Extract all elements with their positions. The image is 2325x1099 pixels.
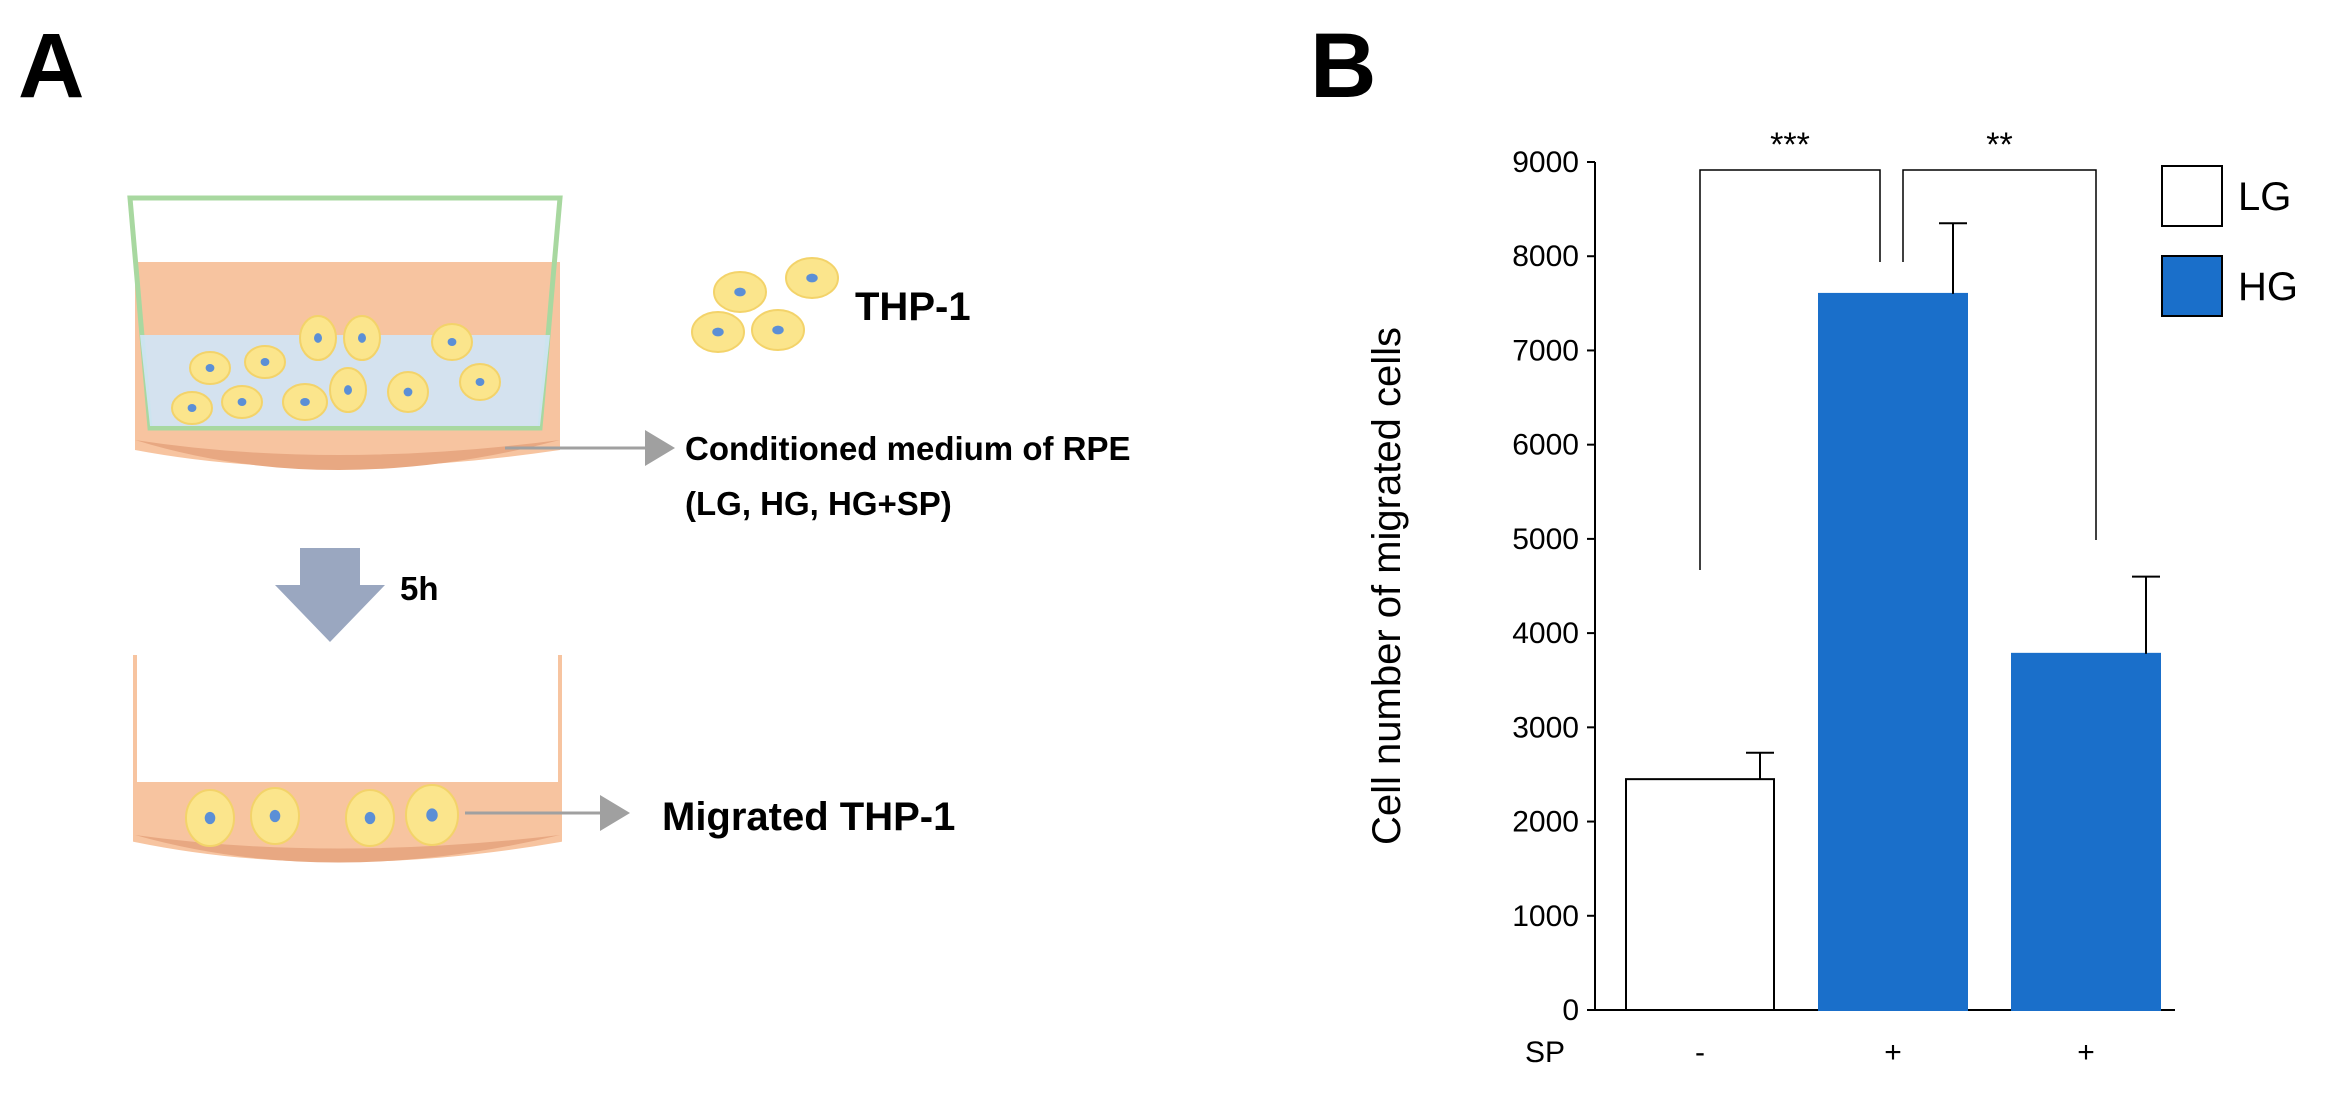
bar-lg [1625, 778, 1775, 1012]
x-category-label: - [1695, 1036, 1705, 1069]
thp1-legend-cells [691, 257, 839, 353]
lower-dish-base [135, 835, 560, 863]
insert-cells [171, 315, 501, 425]
thp1-label: THP-1 [855, 285, 971, 329]
upper-dish-base [135, 440, 560, 470]
migrated-label: Migrated THP-1 [662, 795, 955, 839]
insert-cell [459, 363, 501, 401]
bar-hg [2011, 652, 2161, 1012]
y-tick-label: 4000 [1512, 617, 1579, 650]
migration-assay-diagram: THP-1 Conditioned medium of RPE (LG, HG,… [127, 195, 1130, 863]
insert-cell [431, 323, 473, 361]
significance-bracket [1699, 169, 1881, 570]
y-tick-label: 7000 [1512, 334, 1579, 367]
legend-label: LG [2238, 175, 2291, 219]
significance-bracket [1902, 169, 2097, 540]
x-row-label: SP [1525, 1036, 1565, 1069]
insert-cell [221, 385, 263, 419]
y-tick-label: 9000 [1512, 146, 1579, 179]
y-tick-label: 1000 [1512, 900, 1579, 933]
chart-axes: 0 1000 2000 3000 4000 5000 6000 7000 8000 9000 [1512, 146, 2175, 1027]
chart-legend: LG HG [2161, 165, 2298, 317]
chart-bars: - + + SP [1525, 222, 2161, 1069]
migrated-cell [345, 789, 395, 847]
legend-swatch-lg [2161, 165, 2223, 227]
panel-letter-a: A [18, 15, 85, 117]
y-tick-label: 8000 [1512, 240, 1579, 273]
y-tick-label: 5000 [1512, 523, 1579, 556]
thp1-cell [691, 311, 745, 353]
insert-cell [189, 351, 231, 385]
y-tick-label: 6000 [1512, 429, 1579, 462]
panel-letter-b: B [1310, 15, 1377, 117]
thp1-cell [785, 257, 839, 299]
y-tick-label: 3000 [1512, 711, 1579, 744]
migrated-cell [185, 789, 235, 847]
time-down-arrow [275, 548, 385, 642]
migrated-arrow-head [600, 795, 630, 831]
insert-cell [387, 371, 429, 413]
y-axis-label: Cell number of migrated cells [1365, 327, 1409, 845]
x-category-label: + [1884, 1036, 1902, 1069]
bar-hg [1818, 292, 1968, 1011]
insert-cell [329, 367, 367, 413]
insert-cell [282, 383, 328, 421]
significance-label: ** [1986, 126, 2012, 164]
conditioned-medium-label: Conditioned medium of RPE [685, 430, 1130, 467]
thp1-cell [713, 271, 767, 313]
x-category-label: + [2077, 1036, 2095, 1069]
insert-cell [244, 345, 286, 379]
bar-chart: 0 1000 2000 3000 4000 5000 6000 7000 8000 9000 - +… [1365, 126, 2298, 1069]
y-tick-label: 0 [1562, 994, 1579, 1027]
migrated-cell [250, 787, 300, 845]
time-label: 5h [400, 570, 439, 607]
insert-cell [171, 391, 213, 425]
significance-brackets: *** ** [1699, 126, 2097, 570]
conditioned-medium-groups: (LG, HG, HG+SP) [685, 485, 952, 522]
y-tick-label: 2000 [1512, 806, 1579, 839]
legend-swatch-hg [2161, 255, 2223, 317]
thp1-cell [751, 309, 805, 351]
significance-label: *** [1770, 126, 1810, 164]
legend-label: HG [2238, 265, 2298, 309]
migrated-cells [185, 784, 459, 847]
conditioned-arrow-head [645, 430, 675, 466]
insert-cell [299, 315, 337, 361]
insert-cell [343, 315, 381, 361]
migrated-cell [405, 784, 459, 846]
